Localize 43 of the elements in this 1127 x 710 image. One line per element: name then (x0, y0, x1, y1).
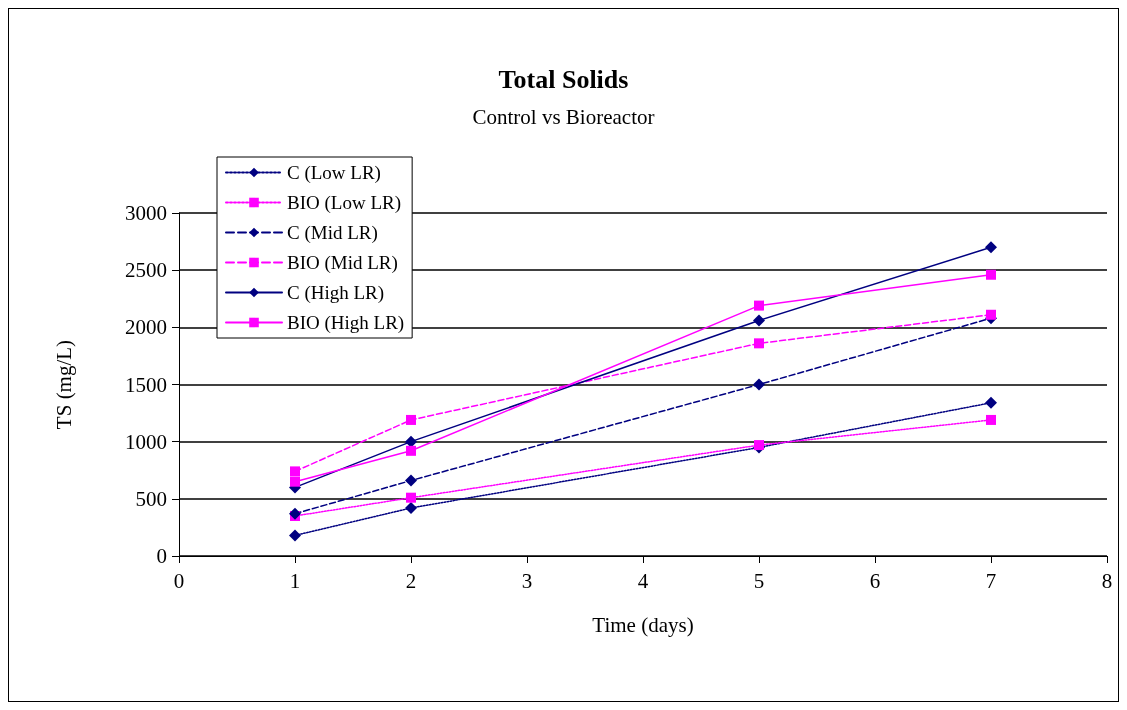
point (405, 501, 417, 514)
point (985, 396, 997, 409)
point (406, 492, 416, 503)
legend-label: BIO (Low LR) (287, 192, 401, 214)
x-tick-label: 7 (985, 568, 997, 593)
chart-subtitle: Control vs Bioreactor (472, 104, 655, 129)
point (986, 309, 996, 320)
y-tick-label: 1000 (125, 429, 167, 454)
point (289, 529, 301, 542)
y-tick-label: 2000 (125, 315, 167, 340)
x-tick-label: 5 (753, 568, 765, 593)
x-axis-title: Time (days) (592, 612, 694, 637)
point (986, 269, 996, 280)
point (754, 338, 764, 349)
legend-label: BIO (Mid LR) (287, 252, 398, 274)
point (290, 476, 300, 487)
legend-label: C (Low LR) (287, 162, 381, 184)
y-tick-label: 2500 (125, 258, 167, 283)
x-tick-label: 8 (1101, 568, 1113, 593)
point (985, 241, 997, 254)
legend-label: C (High LR) (287, 282, 385, 304)
chart-title: Total Solids (498, 64, 629, 94)
point (406, 414, 416, 425)
point (754, 300, 764, 311)
point (753, 314, 765, 327)
point (290, 466, 300, 477)
x-tick-label: 6 (869, 568, 881, 593)
x-tick-label: 0 (173, 568, 185, 593)
x-tick-label: 1 (289, 568, 301, 593)
point (986, 414, 996, 425)
y-tick-label: 1500 (125, 372, 167, 397)
legend-label: C (Mid LR) (287, 222, 378, 244)
x-tick-label: 2 (405, 568, 417, 593)
x-tick-label: 4 (637, 568, 649, 593)
y-tick-label: 3000 (125, 201, 167, 225)
y-tick-label: 500 (135, 486, 167, 511)
point (753, 378, 765, 391)
y-tick-label: 0 (156, 544, 167, 568)
y-axis-title: TS (mg/L) (51, 339, 76, 430)
point (406, 445, 416, 456)
point (405, 474, 417, 487)
x-tick-label: 3 (521, 568, 533, 593)
legend-label: BIO (High LR) (287, 312, 405, 334)
